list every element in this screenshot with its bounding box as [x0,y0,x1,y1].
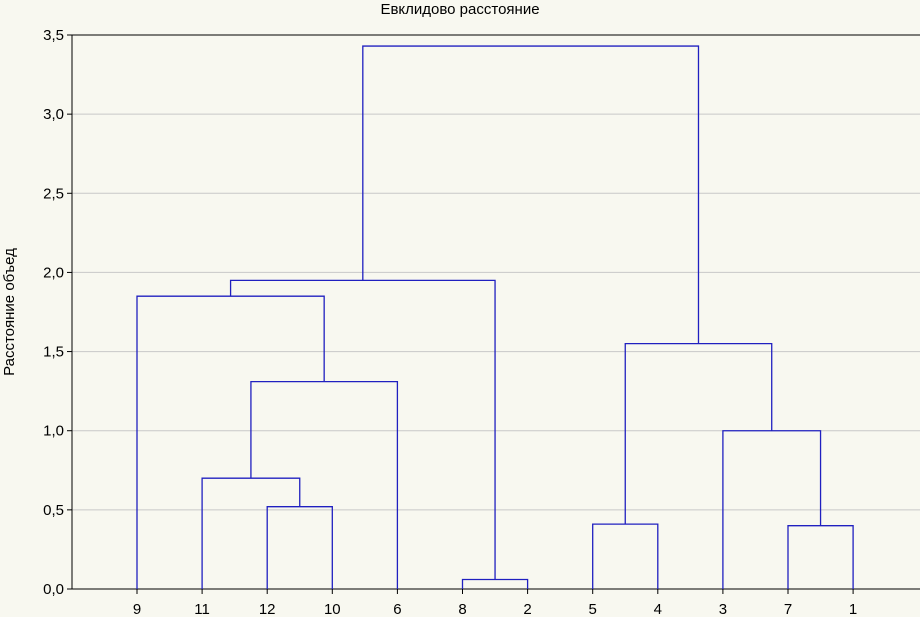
y-tick-label: 1,5 [43,344,64,361]
y-tick-label: 1,0 [43,423,64,440]
leaf-label: 11 [194,601,210,617]
leaf-label: 5 [589,601,597,617]
dendrogram-links [136,45,854,589]
cluster-link [624,343,773,525]
y-tick-label: 0,5 [43,502,64,519]
y-tick-label: 3,0 [43,106,64,123]
leaf-label: 8 [458,601,466,617]
leaf-label: 2 [523,601,531,617]
cluster-link [266,506,333,589]
y-tick-label: 2,0 [43,264,64,281]
leaf-label: 6 [393,601,401,617]
cluster-link [229,279,496,580]
leaf-label: 9 [133,601,141,617]
leaf-label: 1 [849,601,857,617]
cluster-link [136,295,325,589]
cluster-link [362,45,700,344]
y-axis-label: Расстояние объед [1,248,18,376]
cluster-link [592,523,659,589]
cluster-link [201,477,301,589]
axes: 0,0 0,5 1,0 1,5 2,0 2,5 3,0 3,5 [43,27,920,598]
grid-lines [72,34,920,511]
leaf-label: 7 [784,601,792,617]
y-tick-label: 3,5 [43,27,64,44]
chart-title: Евклидово расстояние [380,1,539,18]
leaf-label: 12 [259,601,276,617]
cluster-link [787,525,854,589]
leaf-label: 3 [719,601,727,617]
y-tick-label: 0,0 [43,581,64,598]
y-tick-label: 2,5 [43,185,64,202]
cluster-link [461,578,529,589]
leaf-labels: 9 11 12 10 6 8 2 5 4 3 7 1 [133,601,857,617]
cluster-link [250,380,399,589]
leaf-label: 10 [324,601,341,617]
leaf-label: 4 [654,601,662,617]
